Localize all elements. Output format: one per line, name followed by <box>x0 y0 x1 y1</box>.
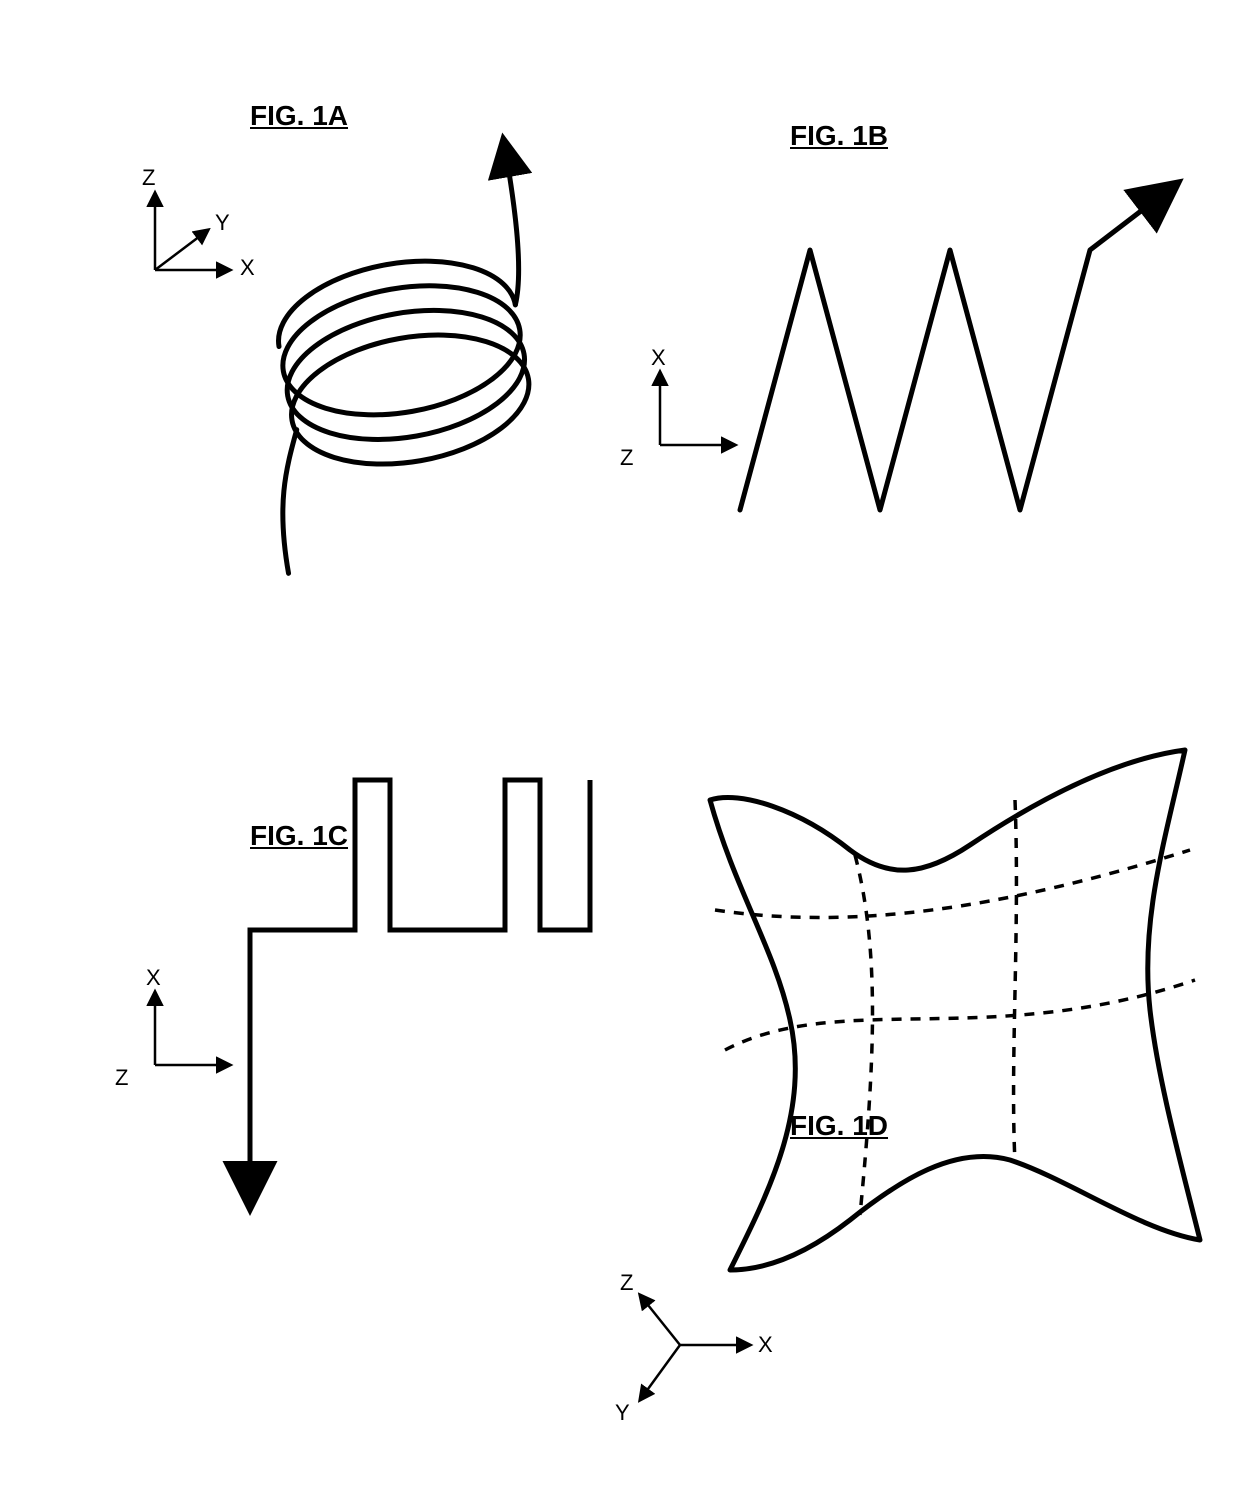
fig-1c-axis-z: Z <box>115 1065 128 1091</box>
fig-1a-helix <box>240 150 580 550</box>
fig-1b-axis-x: X <box>651 345 666 371</box>
fig-1b-label: FIG. 1B <box>790 120 888 152</box>
fig-1a-axis-y: Y <box>215 210 230 236</box>
surface-outline <box>710 750 1200 1270</box>
fig-1d-axis-y: Y <box>615 1400 630 1426</box>
fig-1b-zigzag <box>720 170 1200 550</box>
fig-1c-step <box>230 760 630 1230</box>
figure-page: FIG. 1A X Z Y <box>0 0 1240 1490</box>
fig-1d-surface <box>680 730 1210 1310</box>
fig-1b-axis-z: Z <box>620 445 633 471</box>
fig-1a-axes <box>90 175 260 335</box>
fig-1d-axis-z: Z <box>620 1270 633 1296</box>
fig-1c-axis-x: X <box>146 965 161 991</box>
fig-1a-axis-z: Z <box>142 165 155 191</box>
fig-1a-label: FIG. 1A <box>250 100 348 132</box>
fig-1c-axes <box>105 980 245 1120</box>
fig-1d-axis-x: X <box>758 1332 773 1358</box>
